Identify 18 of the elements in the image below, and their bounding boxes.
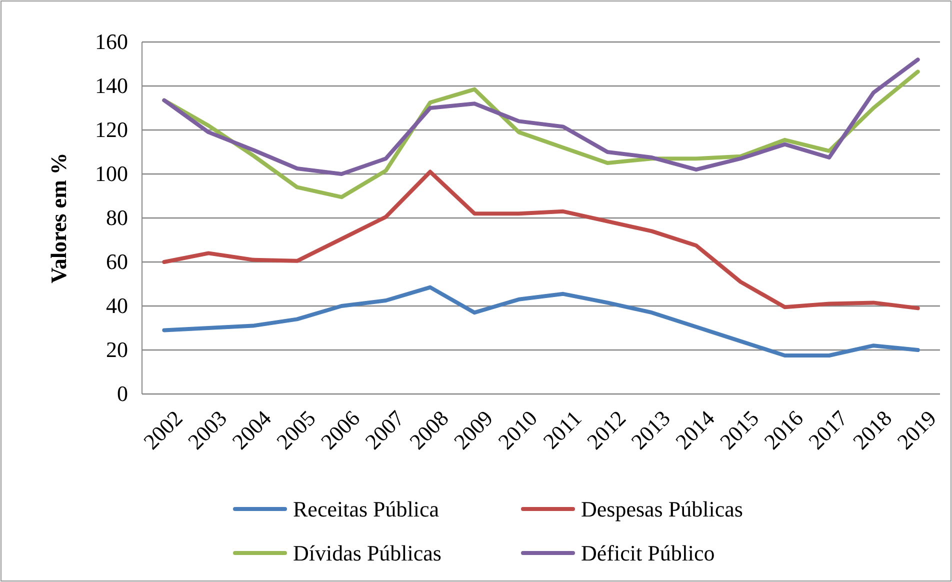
y-axis-title: Valores em % [46,152,71,284]
y-tick-label: 100 [95,161,128,186]
y-tick-label: 160 [95,29,128,54]
y-tick-label: 120 [95,117,128,142]
legend-label: Dívidas Públicas [293,540,442,566]
legend-label: Despesas Públicas [581,496,743,522]
y-tick-label: 40 [106,293,128,318]
x-tick-label: 2011 [538,405,586,454]
line-series [162,170,920,310]
y-tick-label: 80 [106,205,128,230]
y-tick-label: 20 [106,337,128,362]
legend-label: Déficit Público [581,540,715,566]
legend-label: Receitas Pública [293,496,440,522]
line-series [162,58,920,176]
y-tick-label: 60 [106,249,128,274]
line-series [162,285,920,358]
y-tick-label: 140 [95,73,128,98]
y-tick-label: 0 [117,381,128,406]
